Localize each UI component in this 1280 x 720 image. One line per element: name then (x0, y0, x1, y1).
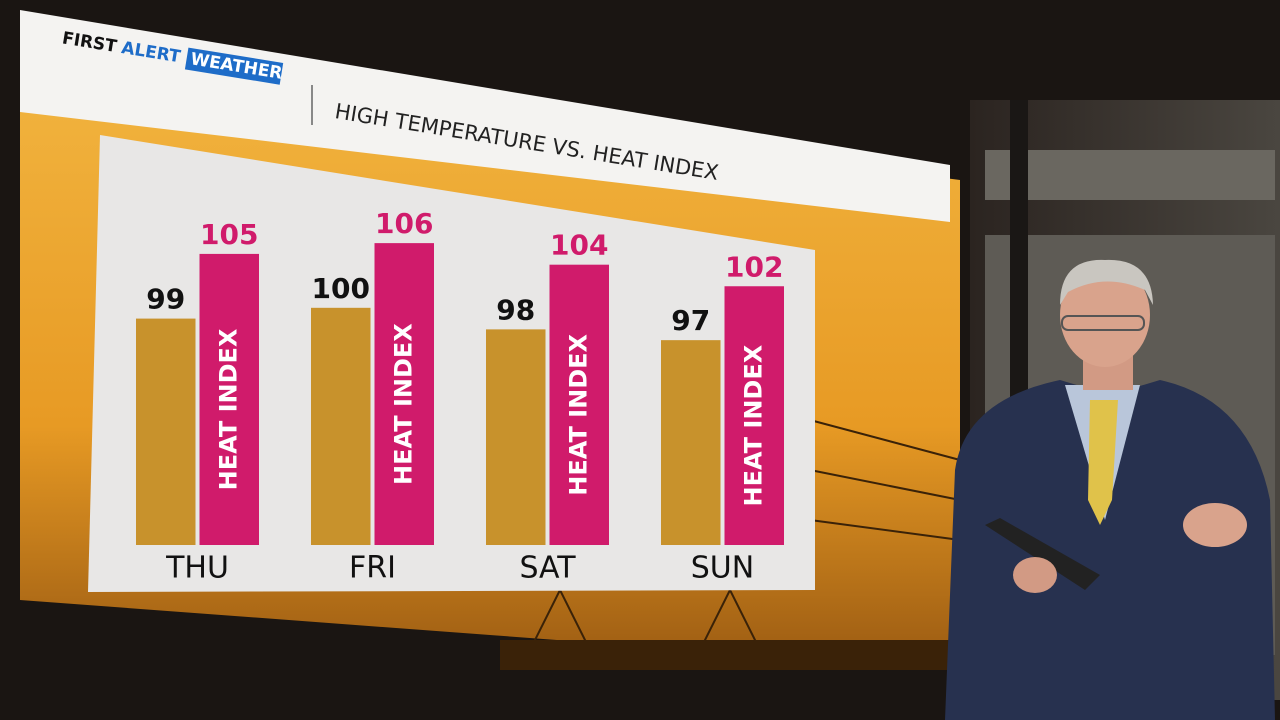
x-tick-label: FRI (349, 551, 396, 586)
value-label: 104 (550, 229, 608, 262)
value-label: 105 (200, 218, 258, 251)
bar (549, 264, 609, 545)
x-tick-label: THU (165, 551, 229, 586)
value-label: 99 (146, 283, 185, 316)
bar-series-label: HEAT INDEX (214, 328, 242, 490)
logo-box (184, 47, 284, 85)
power-lines (529, 419, 961, 651)
x-tick-label: SUN (691, 551, 754, 586)
bar (136, 318, 196, 545)
chart-panel (88, 135, 815, 592)
bar (661, 340, 721, 545)
value-label: 100 (312, 272, 370, 305)
value-label: 102 (725, 250, 783, 283)
ground-silhouette (500, 640, 960, 670)
bar (724, 286, 784, 545)
bar (486, 329, 546, 545)
bar-series-label: HEAT INDEX (564, 333, 592, 495)
bar-series-label: HEAT INDEX (739, 344, 767, 506)
bar (374, 243, 434, 545)
presenter (945, 259, 1275, 720)
bar (199, 253, 259, 545)
value-label: 97 (671, 304, 710, 337)
window-pane (985, 150, 1275, 200)
value-label: 98 (496, 293, 535, 326)
x-tick-label: SAT (519, 551, 576, 586)
bar (311, 307, 371, 545)
value-label: 106 (375, 207, 433, 240)
bar-series-label: HEAT INDEX (389, 323, 417, 485)
